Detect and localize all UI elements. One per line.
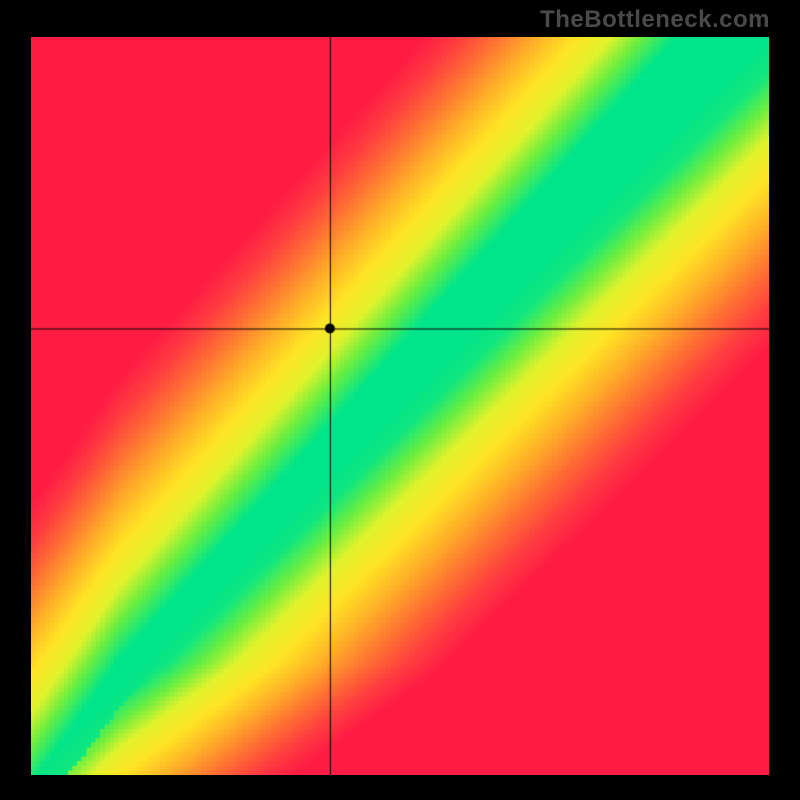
bottleneck-heatmap: [31, 37, 769, 775]
chart-container: TheBottleneck.com: [0, 0, 800, 800]
watermark-text: TheBottleneck.com: [540, 6, 770, 34]
